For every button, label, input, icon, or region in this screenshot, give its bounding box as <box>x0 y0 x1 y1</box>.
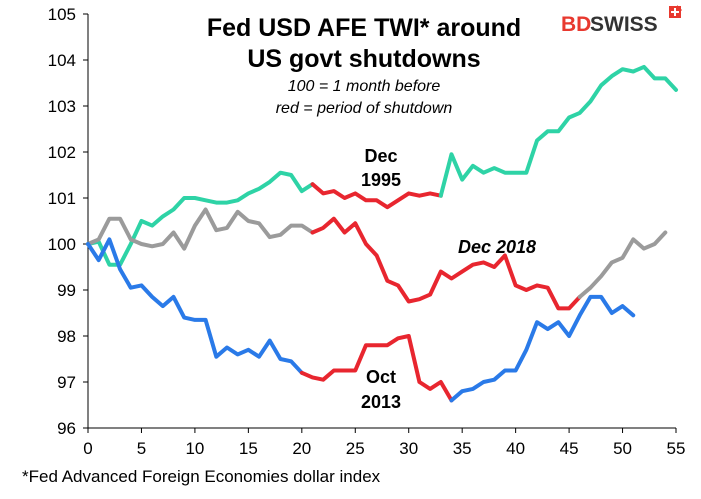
series-line-oct2013-after <box>449 294 636 403</box>
annotation-dec1995-line1: Dec <box>364 146 397 166</box>
x-tick-label: 25 <box>346 439 365 458</box>
y-tick-label: 104 <box>48 51 76 70</box>
x-tick-label: 15 <box>239 439 258 458</box>
chart-subtitle-line1: 100 = 1 month before <box>288 78 441 95</box>
series-line-dec1995-shutdown <box>310 182 443 210</box>
y-tick-label: 105 <box>48 5 76 24</box>
brand-logo: BD SWISS <box>561 5 682 36</box>
annotation-dec1995-line2: 1995 <box>361 170 401 190</box>
x-tick-label: 0 <box>83 439 92 458</box>
series-lines <box>86 64 678 403</box>
x-tick-label: 35 <box>453 439 472 458</box>
x-tick-label: 5 <box>137 439 146 458</box>
y-tick-label: 102 <box>48 143 76 162</box>
x-tick-label: 10 <box>185 439 204 458</box>
axes <box>83 13 677 433</box>
tick-labels: 96 97 98 99 100 101 102 103 104 105 0 5 10 15 20 25 30 35… <box>48 5 686 458</box>
y-tick-label: 101 <box>48 189 76 208</box>
y-tick-label: 99 <box>57 281 76 300</box>
logo-text-bd: BD <box>561 13 591 36</box>
y-tick-label: 97 <box>57 373 76 392</box>
logo-cross-icon <box>671 8 679 16</box>
y-tick-label: 103 <box>48 97 76 116</box>
annotation-oct2013-line2: 2013 <box>361 392 401 412</box>
series-line-dec1995-after <box>438 64 678 198</box>
series-line-oct2013-before <box>86 237 304 375</box>
annotation-dec2018: Dec 2018 <box>458 237 536 257</box>
series-line-dec1995-before <box>86 170 315 267</box>
series-line-oct2013-shutdown <box>299 334 454 403</box>
x-tick-label: 30 <box>399 439 418 458</box>
chart-footnote: *Fed Advanced Foreign Economies dollar i… <box>22 467 381 486</box>
series-line-dec2018-shutdown <box>310 216 582 311</box>
chart-title-line2: US govt shutdowns <box>247 45 480 73</box>
x-tick-label: 50 <box>613 439 632 458</box>
y-tick-label: 96 <box>57 419 76 438</box>
logo-text-swiss: SWISS <box>590 13 658 36</box>
y-tick-label: 100 <box>48 235 76 254</box>
y-tick-label: 98 <box>57 327 76 346</box>
chart-title-line1: Fed USD AFE TWI* around <box>207 14 521 42</box>
x-tick-label: 45 <box>560 439 579 458</box>
series-line-dec2018-after <box>577 230 668 299</box>
x-tick-label: 55 <box>667 439 686 458</box>
series-line-dec2018-before <box>86 207 315 251</box>
x-tick-label: 20 <box>292 439 311 458</box>
x-tick-label: 40 <box>506 439 525 458</box>
chart-subtitle-line2: red = period of shutdown <box>276 100 453 117</box>
annotation-oct2013-line1: Oct <box>366 367 396 387</box>
